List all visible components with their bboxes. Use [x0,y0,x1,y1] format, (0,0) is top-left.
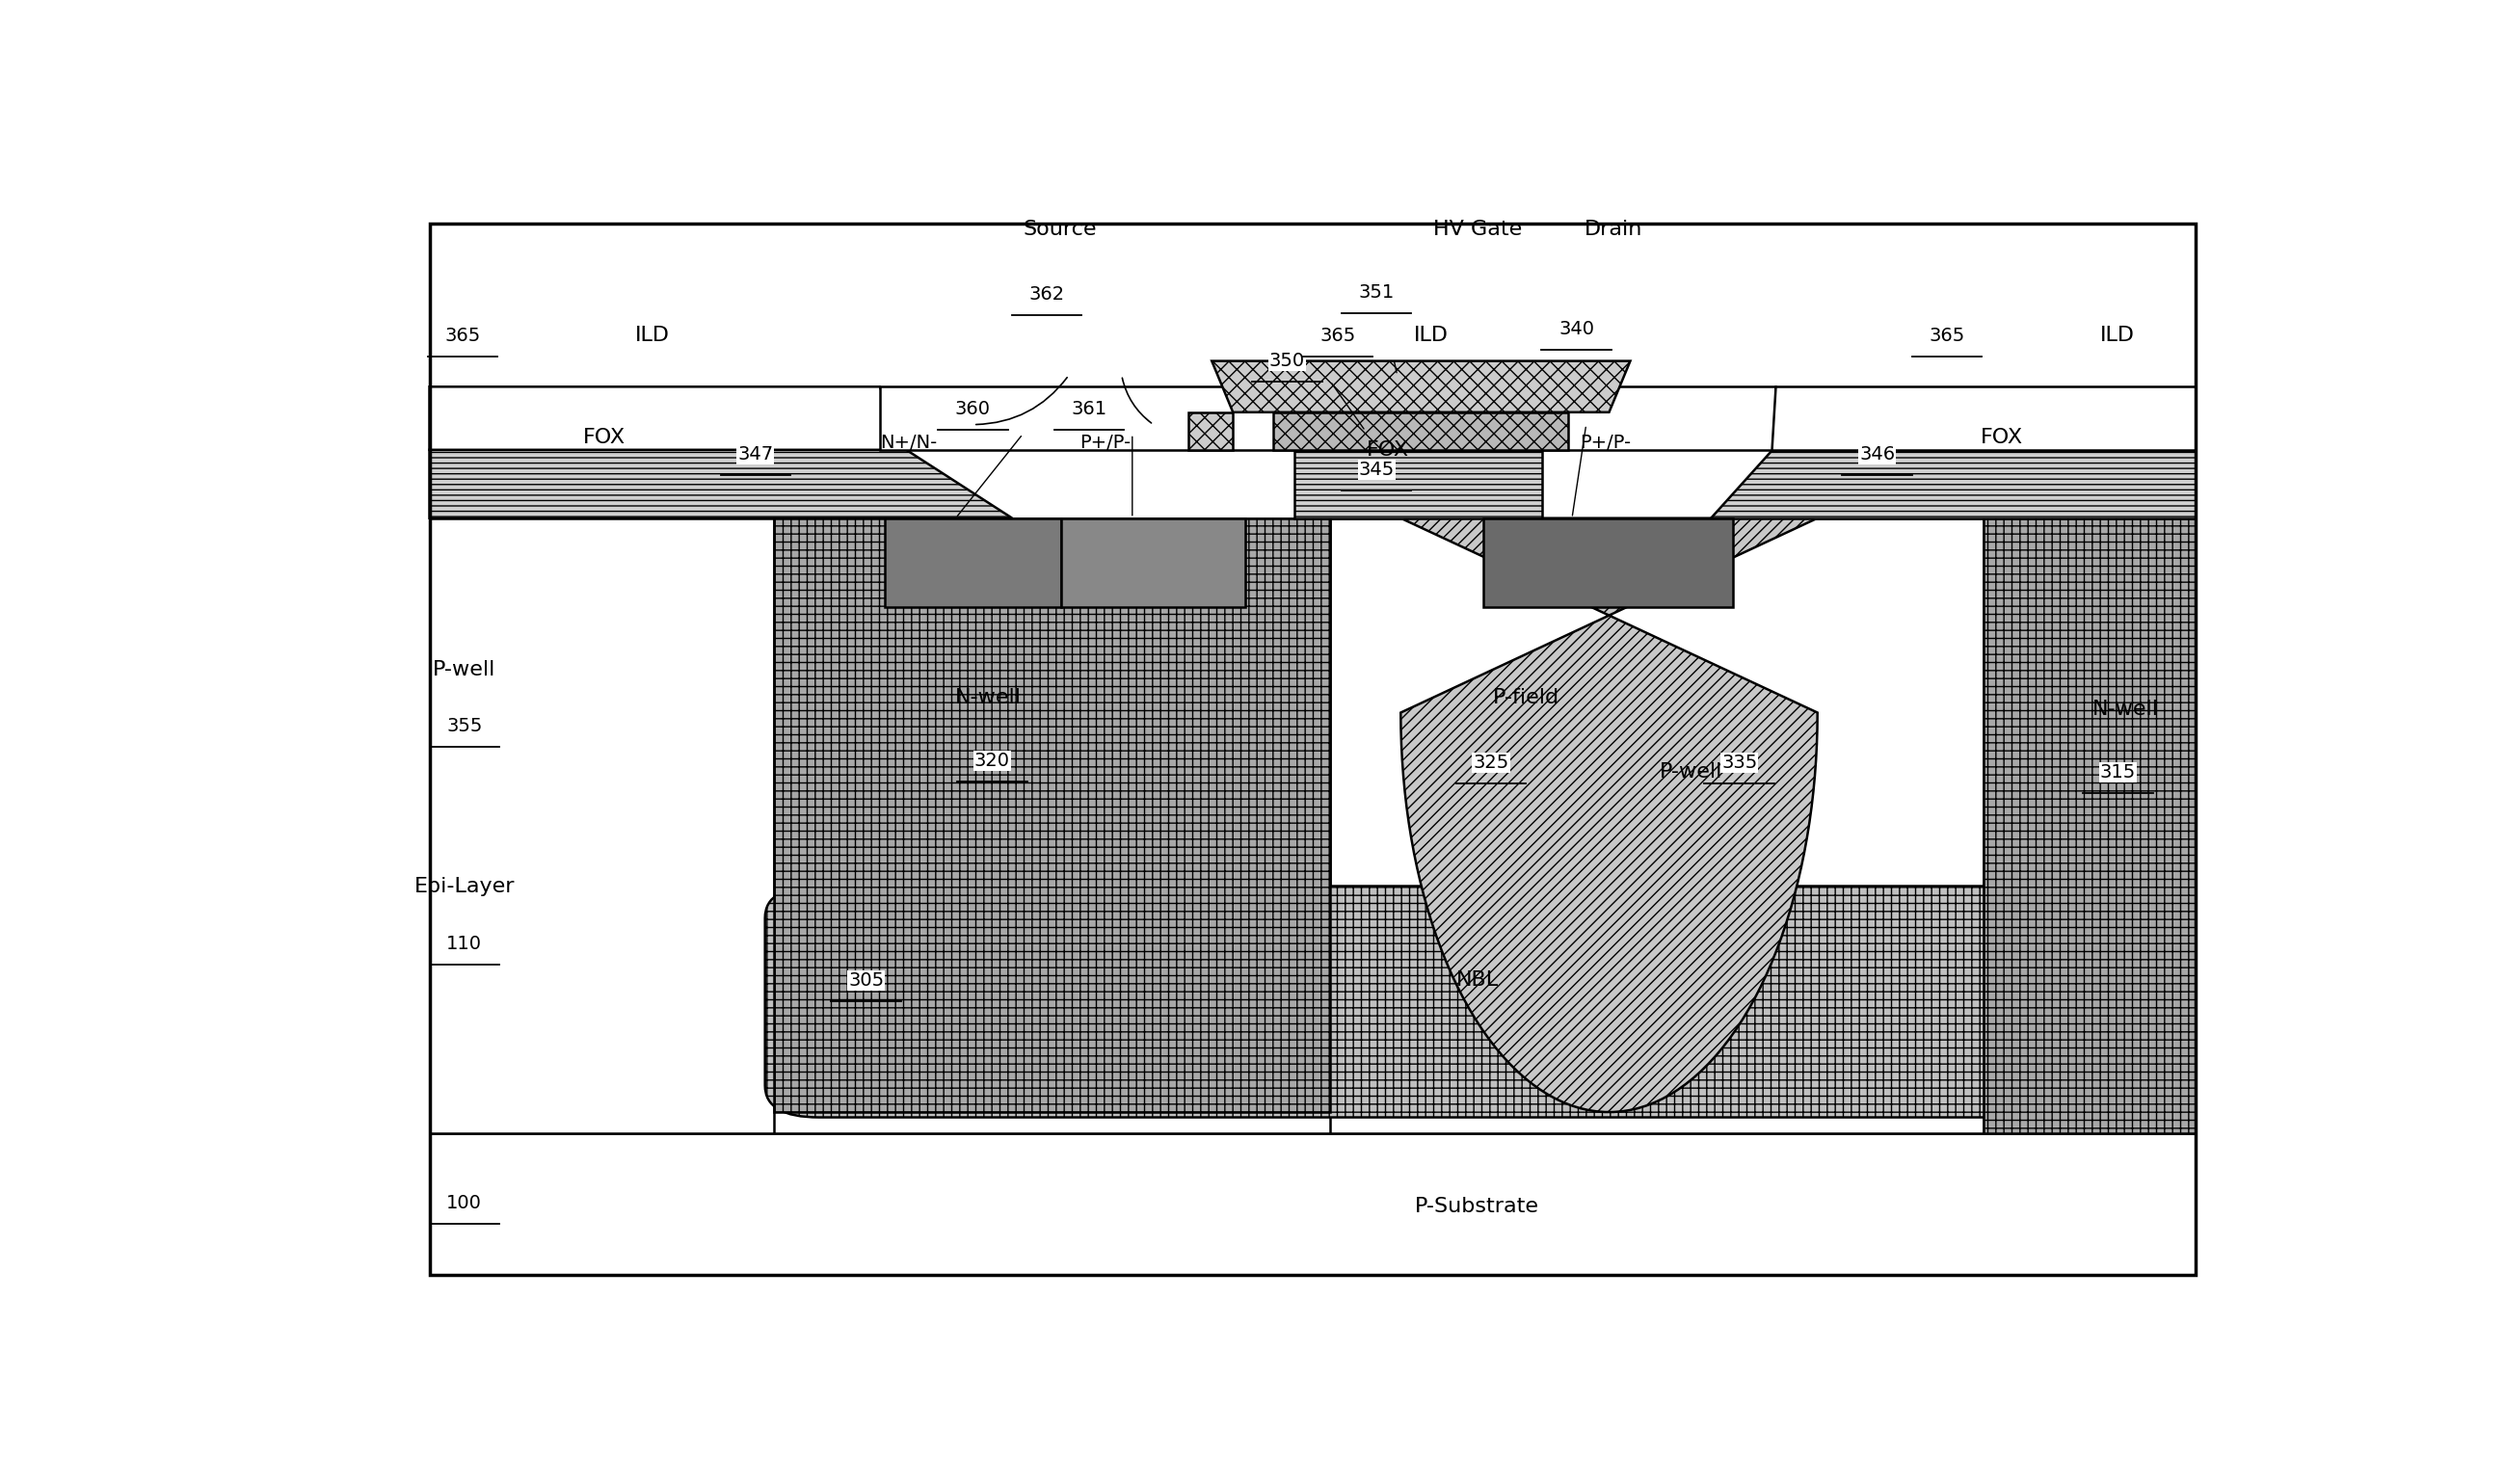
Text: 340: 340 [1557,319,1595,338]
Bar [884,518,1062,607]
Text: 345: 345 [1360,460,1395,479]
Polygon shape [431,450,1012,518]
Text: Source: Source [1024,220,1097,239]
Polygon shape [1212,361,1630,413]
Text: N-well: N-well [954,689,1022,708]
Text: 110: 110 [446,935,483,953]
Text: P-field: P-field [1492,689,1560,708]
Polygon shape [1400,518,1818,1112]
Text: ILD: ILD [1412,326,1447,346]
Bar [1983,518,2196,1134]
Text: 362: 362 [1029,285,1064,304]
Bar [431,518,2196,1134]
Text: P-well: P-well [1660,763,1723,782]
Text: 347: 347 [739,445,774,464]
Text: ILD: ILD [2101,326,2136,346]
Text: 346: 346 [1860,445,1896,464]
Bar [1485,518,1733,607]
Text: Drain: Drain [1585,220,1643,239]
Text: N-well: N-well [2093,700,2158,720]
Text: N+/N-: N+/N- [881,433,936,453]
Text: 360: 360 [954,399,992,418]
FancyBboxPatch shape [764,886,2116,1117]
Bar [1295,450,1542,518]
Bar [1062,518,1244,607]
Bar [431,1134,2196,1275]
Text: FOX: FOX [583,427,626,447]
Text: 305: 305 [849,971,884,990]
Polygon shape [1710,450,2196,518]
Text: 365: 365 [1928,326,1966,344]
Text: ILD: ILD [636,326,671,346]
Text: P-well: P-well [433,660,496,680]
Bar [1275,413,1568,450]
Text: FOX: FOX [1981,427,2023,447]
Bar [1189,413,1232,450]
Polygon shape [1770,387,2196,450]
Text: FOX: FOX [1367,441,1410,460]
Text: 350: 350 [1270,352,1305,370]
Text: 320: 320 [974,752,1009,770]
Text: 325: 325 [1472,754,1510,772]
Text: P-Substrate: P-Substrate [1415,1198,1540,1215]
Text: P+/P-: P+/P- [1580,433,1630,453]
Polygon shape [431,387,906,450]
Text: P+/P-: P+/P- [1079,433,1129,453]
Text: NBL: NBL [1457,971,1497,990]
Bar [774,518,1330,1112]
Text: 351: 351 [1360,283,1395,301]
Text: 315: 315 [2101,763,2136,782]
Bar [879,387,1775,450]
Text: 100: 100 [446,1195,483,1212]
Text: 361: 361 [1072,399,1107,418]
Text: 365: 365 [446,326,481,344]
Text: 335: 335 [1720,754,1758,772]
Text: HV Gate: HV Gate [1432,220,1522,239]
Text: 365: 365 [1320,326,1355,344]
Text: Epi-Layer: Epi-Layer [413,877,516,896]
Text: 355: 355 [446,717,483,736]
Bar [1330,518,1983,1134]
Bar [431,518,774,1134]
